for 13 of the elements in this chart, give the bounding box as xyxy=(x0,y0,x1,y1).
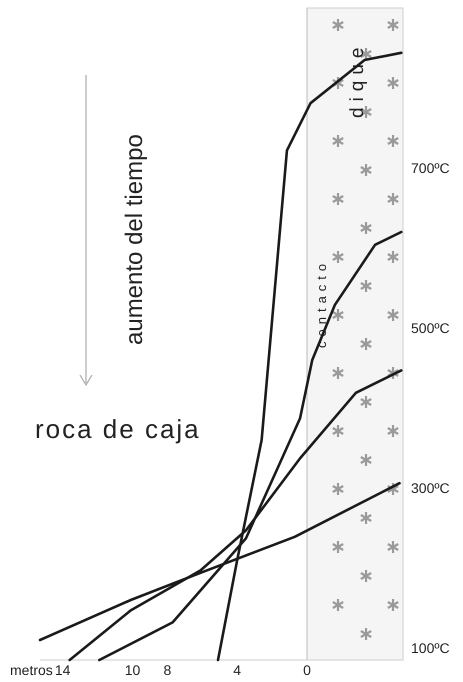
x-tick-label: 4 xyxy=(233,662,242,678)
y-tick-label: 300ºC xyxy=(411,480,450,496)
x-tick-label: 8 xyxy=(164,662,172,678)
x-tick-label: 14 xyxy=(54,662,71,678)
annotation: roca de caja xyxy=(35,414,201,444)
y-tick-label: 700ºC xyxy=(411,160,450,176)
annotation: aumento del tiempo xyxy=(121,134,148,345)
y-tick-label: 100ºC xyxy=(411,640,450,656)
x-tick-label: 0 xyxy=(303,662,312,678)
x-axis-title: metros xyxy=(10,662,53,678)
x-tick-label: 10 xyxy=(124,662,140,678)
y-tick-label: 500ºC xyxy=(411,320,450,336)
band-label: dique xyxy=(347,42,368,118)
